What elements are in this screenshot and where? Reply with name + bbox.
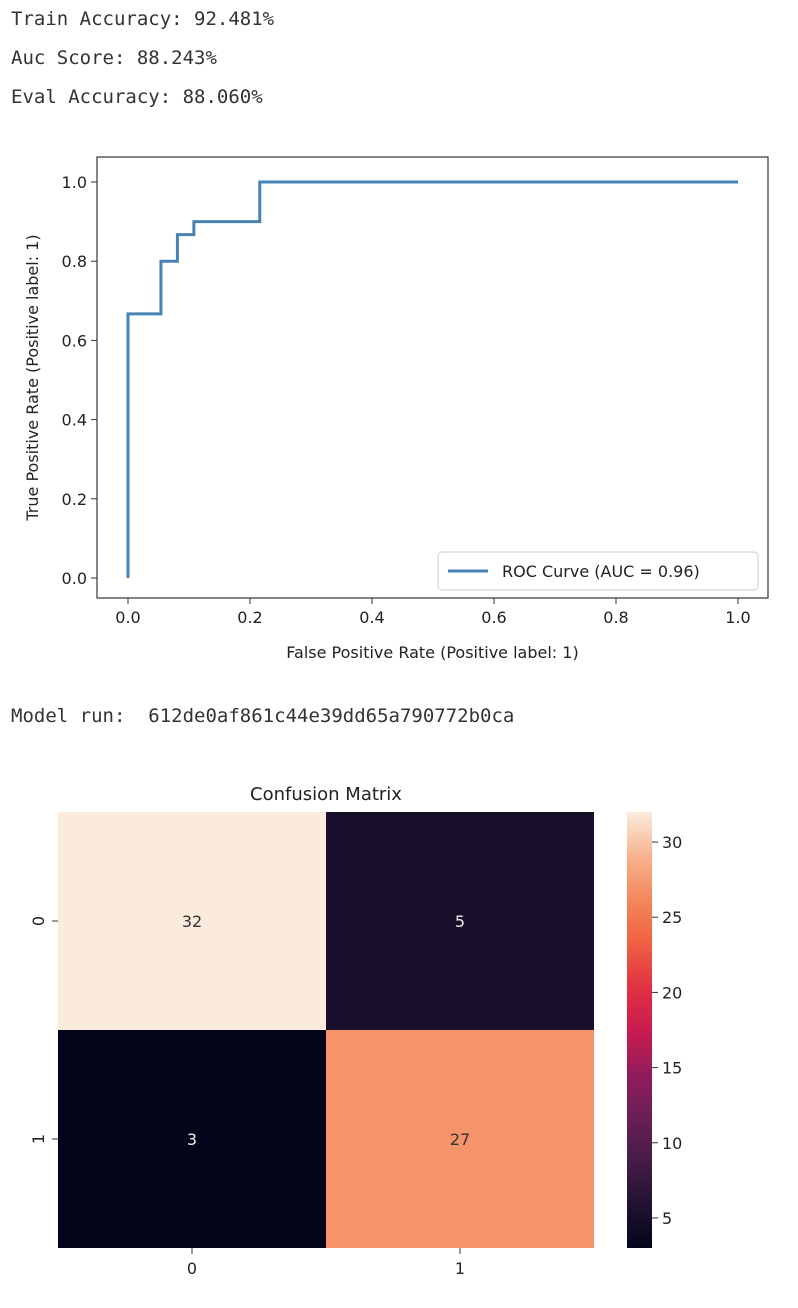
metric-label: Eval Accuracy: [11, 86, 172, 108]
y-tick-label: 0.0 [62, 569, 87, 588]
col-label: 1 [455, 1259, 465, 1278]
metric-value: 88.060% [182, 86, 263, 108]
x-tick-label: 0.8 [603, 608, 628, 627]
model-run: Model run: 612de0af861c44e39dd65a790772b… [11, 705, 514, 727]
x-tick-label: 1.0 [725, 608, 750, 627]
heatmap-cell [326, 1030, 594, 1248]
col-label: 0 [187, 1259, 197, 1278]
chart-title: Confusion Matrix [250, 784, 402, 805]
colorbar-tick-label: 15 [662, 1059, 682, 1078]
y-tick-label: 0.8 [62, 252, 87, 271]
colorbar-tick-label: 5 [662, 1209, 672, 1228]
metric-value: 92.481% [194, 8, 275, 30]
y-tick-label: 0.6 [62, 331, 87, 350]
cell-value: 27 [450, 1130, 470, 1149]
metric-value: 88.243% [136, 47, 217, 69]
y-tick-label: 0.2 [62, 490, 87, 509]
y-tick-label: 1.0 [62, 173, 87, 192]
x-tick-label: 0.6 [481, 608, 506, 627]
model-run-id: 612de0af861c44e39dd65a790772b0ca [148, 705, 515, 727]
cell-value: 3 [187, 1130, 197, 1149]
colorbar [627, 812, 652, 1248]
colorbar-tick-label: 10 [662, 1134, 682, 1153]
metric-eval-accuracy: Eval Accuracy: 88.060% [11, 86, 263, 108]
heatmap-cell [58, 812, 326, 1030]
x-tick-label: 0.4 [359, 608, 384, 627]
x-axis-label: False Positive Rate (Positive label: 1) [286, 643, 578, 662]
colorbar-tick-label: 25 [662, 908, 682, 927]
roc-curve-line [126, 180, 738, 578]
metric-train-accuracy: Train Accuracy: 92.481% [11, 8, 274, 30]
row-label: 1 [29, 1134, 48, 1144]
x-tick-label: 0.2 [237, 608, 262, 627]
legend-label: ROC Curve (AUC = 0.96) [502, 562, 700, 581]
metric-label: Train Accuracy: [11, 8, 183, 30]
heatmap-cell [58, 1030, 326, 1248]
metric-auc-score: Auc Score: 88.243% [11, 47, 217, 69]
roc-chart: 0.0 0.2 0.4 0.6 0.8 1.0 0.0 0.2 0.4 0.6 0.8 1.0 Fals… [23, 156, 769, 662]
row-label: 0 [29, 916, 48, 926]
plot-frame [96, 156, 769, 599]
heatmap-cell [326, 812, 594, 1030]
cell-value: 5 [455, 912, 465, 931]
model-run-label: Model run: [11, 705, 137, 727]
metric-label: Auc Score: [11, 47, 126, 69]
cell-value: 32 [182, 912, 202, 931]
y-tick-label: 0.4 [62, 411, 87, 430]
colorbar-tick-label: 30 [662, 833, 682, 852]
x-tick-label: 0.0 [115, 608, 140, 627]
colorbar-tick-label: 20 [662, 983, 682, 1002]
legend-box [437, 551, 759, 591]
y-axis-label: True Positive Rate (Positive label: 1) [23, 234, 42, 521]
